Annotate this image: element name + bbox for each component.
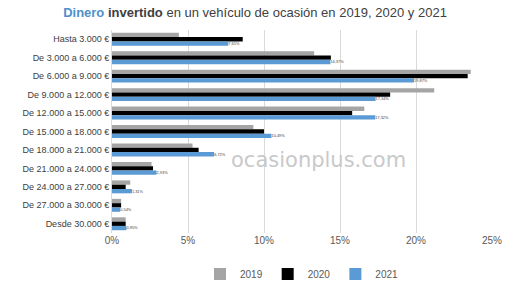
svg-text:25%: 25% bbox=[482, 235, 502, 246]
svg-text:De 12.000 a 15.000 €: De 12.000 a 15.000 € bbox=[23, 108, 110, 118]
svg-text:15%: 15% bbox=[330, 235, 350, 246]
svg-text:20%: 20% bbox=[406, 235, 426, 246]
svg-text:0,95%: 0,95% bbox=[126, 225, 138, 230]
svg-text:1,31%: 1,31% bbox=[132, 189, 144, 194]
svg-text:De 6.000 a 9.000 €: De 6.000 a 9.000 € bbox=[33, 71, 110, 81]
svg-text:Dinero invertido en un vehícul: Dinero invertido en un vehículo de ocasi… bbox=[63, 5, 447, 20]
svg-text:Desde 30.000 €: Desde 30.000 € bbox=[46, 219, 110, 229]
svg-text:ocasionplus.com: ocasionplus.com bbox=[231, 148, 406, 172]
svg-text:7,65%: 7,65% bbox=[228, 41, 240, 46]
svg-text:17,32%: 17,32% bbox=[375, 115, 389, 120]
svg-text:6,72%: 6,72% bbox=[214, 152, 226, 157]
svg-text:Hasta 3.000 €: Hasta 3.000 € bbox=[53, 34, 109, 44]
svg-text:2,93%: 2,93% bbox=[157, 170, 169, 175]
svg-text:2019: 2019 bbox=[240, 269, 263, 280]
svg-text:De 27.000 a 30.000 €: De 27.000 a 30.000 € bbox=[23, 200, 110, 210]
svg-text:17,34%: 17,34% bbox=[376, 96, 390, 101]
svg-text:0,54%: 0,54% bbox=[120, 207, 132, 212]
svg-text:5%: 5% bbox=[181, 235, 196, 246]
svg-text:De 18.000 a 21.000 €: De 18.000 a 21.000 € bbox=[23, 145, 110, 155]
svg-text:De 24.000 a 27.000 €: De 24.000 a 27.000 € bbox=[23, 182, 110, 192]
svg-text:2021: 2021 bbox=[375, 269, 398, 280]
svg-text:De 21.000 a 24.000 €: De 21.000 a 24.000 € bbox=[23, 164, 110, 174]
svg-text:14,37%: 14,37% bbox=[330, 59, 344, 64]
svg-text:De 9.000 a 12.000 €: De 9.000 a 12.000 € bbox=[28, 90, 110, 100]
svg-text:De 3.000 a 6.000 €: De 3.000 a 6.000 € bbox=[33, 53, 110, 63]
svg-text:De 15.000 a 18.000 €: De 15.000 a 18.000 € bbox=[23, 127, 110, 137]
svg-text:10%: 10% bbox=[254, 235, 274, 246]
svg-text:10,49%: 10,49% bbox=[271, 133, 285, 138]
svg-text:2020: 2020 bbox=[308, 269, 331, 280]
svg-text:0%: 0% bbox=[105, 235, 120, 246]
svg-text:19,87%: 19,87% bbox=[414, 78, 428, 83]
